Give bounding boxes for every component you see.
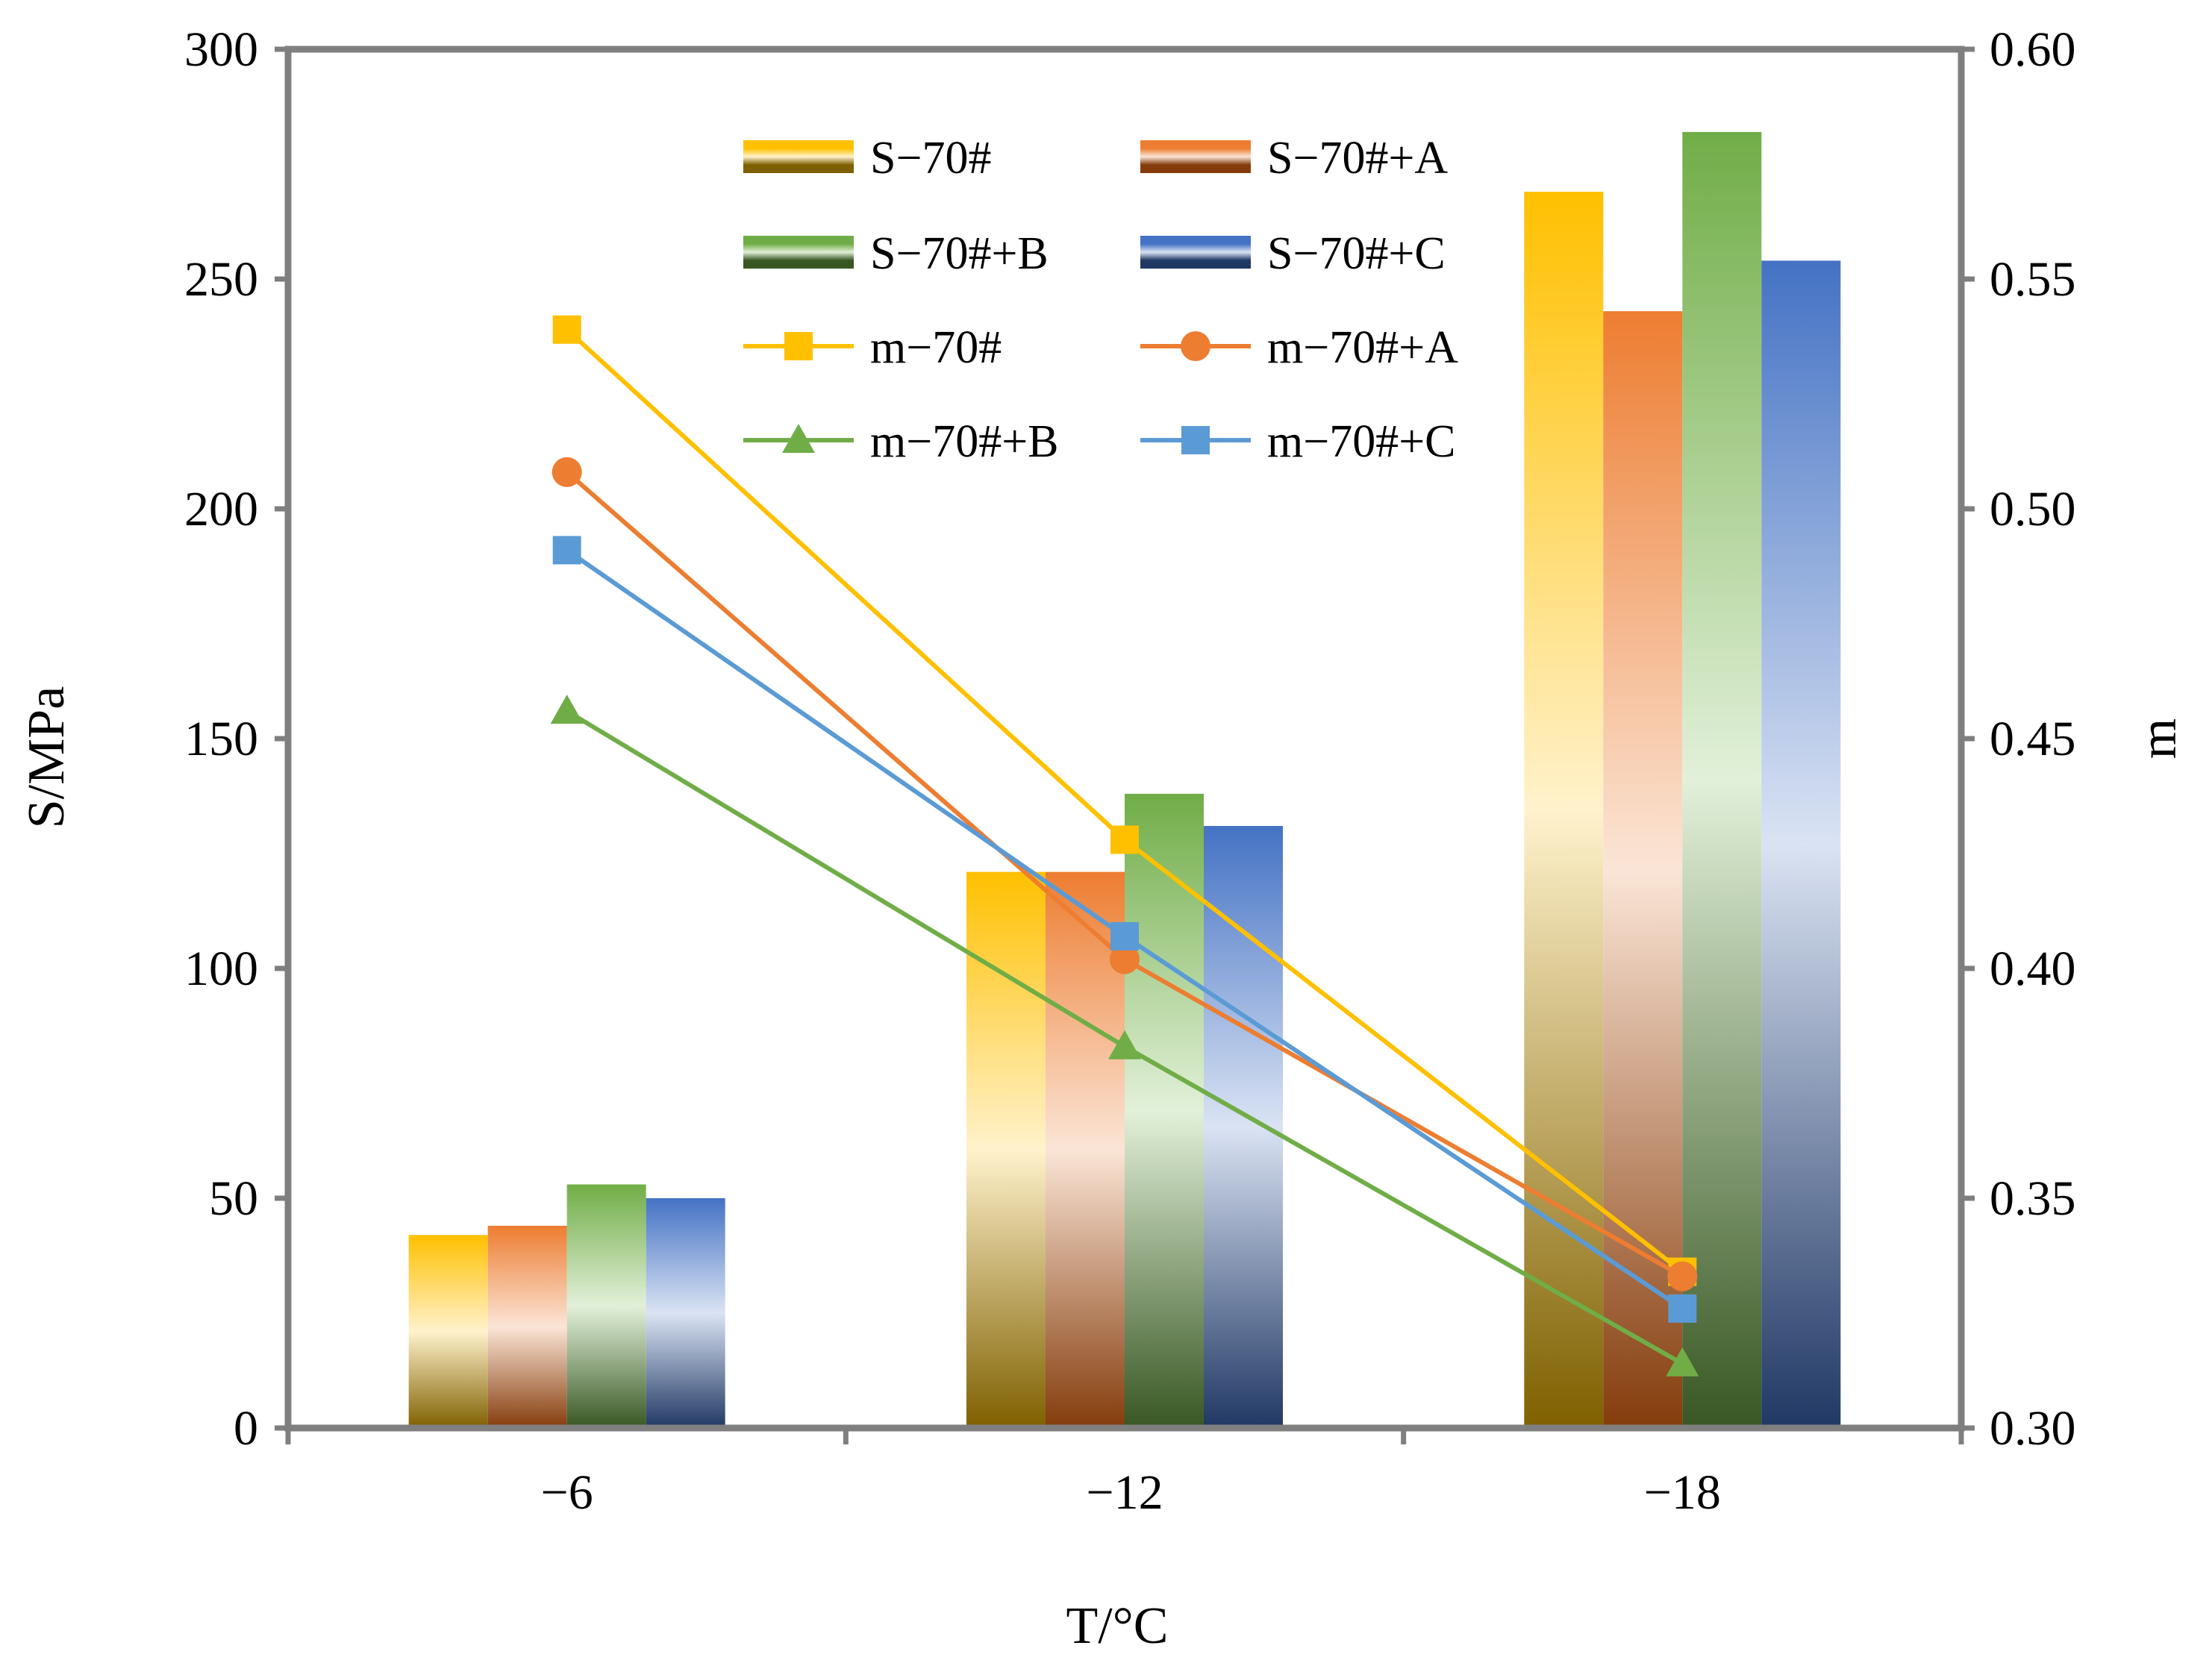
y-right-tick-label: 0.30 bbox=[1990, 1401, 2076, 1456]
y-axis-left-title: S/MPa bbox=[18, 686, 75, 829]
legend-marker-m−70#+B bbox=[782, 424, 815, 453]
x-tick-label: −6 bbox=[541, 1465, 593, 1520]
bar-S−70#+B-−6 bbox=[566, 1184, 646, 1428]
bar-S−70#-−18 bbox=[1524, 191, 1604, 1429]
point-m−70#-−12 bbox=[1110, 825, 1139, 854]
legend-swatch-S−70#+C bbox=[1140, 236, 1251, 269]
y-left-tick-label: 100 bbox=[184, 942, 258, 996]
legend-swatch-S−70#+A bbox=[1140, 140, 1251, 173]
legend-label: S−70# bbox=[870, 133, 991, 184]
legend-label: m−70#+C bbox=[1267, 416, 1456, 467]
bar-S−70#+B-−12 bbox=[1125, 793, 1204, 1428]
legend-swatch-S−70# bbox=[743, 140, 854, 173]
y-right-tick-label: 0.50 bbox=[1990, 482, 2076, 536]
y-right-tick-label: 0.35 bbox=[1990, 1171, 2076, 1226]
bar-S−70#-−6 bbox=[408, 1235, 488, 1428]
y-left-tick-label: 0 bbox=[234, 1401, 258, 1456]
legend-label: S−70#+A bbox=[1267, 133, 1448, 184]
legend-label: S−70#+B bbox=[870, 228, 1049, 279]
y-right-tick-label: 0.60 bbox=[1990, 22, 2076, 77]
legend-marker-m−70# bbox=[784, 332, 813, 360]
point-m−70#+A-−12 bbox=[1110, 944, 1140, 974]
y-left-tick-label: 250 bbox=[184, 252, 258, 307]
point-m−70#+A-−6 bbox=[552, 457, 582, 487]
y-left-tick-label: 50 bbox=[209, 1171, 258, 1226]
bar-S−70#+C-−12 bbox=[1204, 826, 1283, 1428]
legend-marker-m−70#+C bbox=[1181, 426, 1210, 454]
point-m−70#+C-−18 bbox=[1668, 1294, 1697, 1323]
point-m−70#-−6 bbox=[552, 315, 581, 344]
legend-swatch-S−70#+B bbox=[743, 236, 854, 269]
point-m−70#+B-−18 bbox=[1666, 1347, 1699, 1377]
y-right-tick-label: 0.55 bbox=[1990, 252, 2076, 307]
legend-label: m−70#+A bbox=[1267, 322, 1458, 373]
y-axis-right-title: m bbox=[2130, 718, 2187, 759]
point-m−70#+A-−18 bbox=[1667, 1261, 1698, 1291]
legend-label: m−70#+B bbox=[870, 416, 1059, 467]
bar-S−70#+C-−18 bbox=[1761, 260, 1841, 1428]
y-right-tick-label: 0.40 bbox=[1990, 942, 2076, 996]
legend-label: m−70# bbox=[870, 322, 1002, 373]
bar-S−70#+C-−6 bbox=[646, 1198, 725, 1428]
point-m−70#+C-−12 bbox=[1110, 921, 1139, 951]
legend-label: S−70#+C bbox=[1267, 228, 1446, 279]
y-right-tick-label: 0.45 bbox=[1990, 712, 2076, 766]
y-left-tick-label: 200 bbox=[184, 482, 258, 536]
bar-S−70#+B-−18 bbox=[1682, 131, 1762, 1428]
bar-S−70#-−12 bbox=[966, 871, 1046, 1428]
y-left-tick-label: 150 bbox=[184, 712, 258, 766]
point-m−70#+B-−6 bbox=[550, 695, 584, 724]
point-m−70#+C-−6 bbox=[552, 536, 581, 565]
x-tick-label: −18 bbox=[1644, 1465, 1721, 1520]
bar-S−70#+A-−6 bbox=[487, 1225, 567, 1428]
x-axis-title: T/°C bbox=[1066, 1597, 1169, 1655]
x-tick-label: −12 bbox=[1086, 1465, 1163, 1520]
legend-marker-m−70#+A bbox=[1181, 331, 1210, 361]
y-left-tick-label: 300 bbox=[184, 22, 258, 77]
point-m−70#+B-−12 bbox=[1108, 1030, 1141, 1059]
